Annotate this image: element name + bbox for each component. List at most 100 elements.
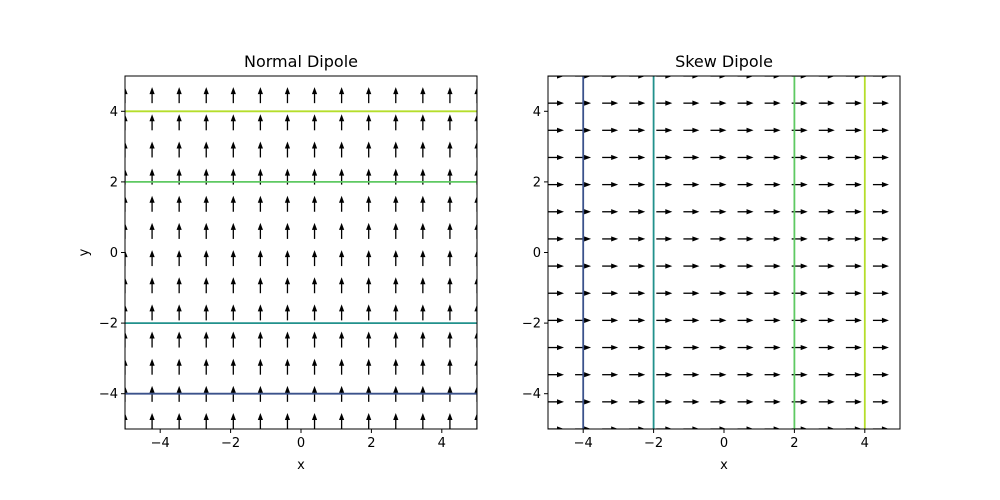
field-arrow	[231, 60, 236, 76]
field-arrow	[420, 250, 426, 267]
field-arrow	[366, 195, 372, 212]
field-arrow	[284, 114, 291, 131]
x-axis: −4 −2 0 2 4	[151, 429, 446, 451]
field-arrow	[683, 182, 700, 188]
field-arrow	[737, 236, 754, 242]
field-arrow	[474, 304, 477, 321]
field-arrow	[203, 87, 209, 104]
field-arrow	[872, 127, 889, 133]
field-arrow	[230, 250, 236, 267]
field-arrow	[257, 141, 263, 158]
field-arrow	[176, 168, 182, 185]
field-arrow	[230, 87, 236, 104]
field-arrow	[125, 277, 128, 294]
field-arrow	[629, 317, 646, 323]
field-arrow	[122, 60, 127, 76]
y-tick-label: 0	[110, 246, 118, 261]
field-arrow	[845, 399, 862, 405]
field-arrow	[366, 222, 372, 239]
field-arrow	[366, 141, 372, 158]
field-arrow	[125, 304, 128, 321]
field-arrow	[311, 304, 318, 321]
field-arrow	[339, 168, 345, 185]
field-arrow	[447, 87, 453, 104]
field-arrow	[393, 331, 399, 348]
field-arrow	[257, 87, 263, 104]
field-arrow	[656, 290, 673, 296]
field-arrow	[900, 101, 916, 106]
field-arrow	[176, 358, 182, 375]
field-arrow	[203, 141, 209, 158]
field-arrow	[447, 277, 453, 294]
field-arrow	[339, 413, 345, 429]
field-arrow	[845, 344, 862, 351]
field-arrow	[447, 413, 453, 429]
field-arrow	[656, 127, 673, 133]
y-tick-label: −2	[99, 317, 118, 332]
field-arrow	[548, 127, 564, 133]
field-arrow	[125, 141, 128, 158]
field-arrow	[737, 209, 754, 215]
field-arrow	[845, 76, 862, 79]
y-axis-label: y	[77, 248, 92, 256]
field-arrow	[447, 358, 453, 375]
field-arrow	[629, 100, 646, 106]
field-arrow	[284, 250, 291, 267]
field-arrow	[845, 182, 862, 188]
field-arrow	[447, 195, 453, 212]
field-arrow	[339, 358, 345, 375]
field-arrow	[548, 236, 564, 242]
x-tick-label: 0	[297, 436, 305, 451]
field-arrow	[284, 195, 291, 212]
field-arrow	[339, 195, 345, 212]
field-arrow	[602, 372, 619, 378]
field-arrow	[818, 317, 835, 323]
field-arrow	[176, 413, 182, 429]
field-arrow	[149, 168, 155, 185]
field-arrow	[203, 250, 209, 267]
field-arrow	[710, 209, 727, 215]
field-arrow	[710, 100, 727, 106]
field-arrow	[872, 290, 889, 296]
field-arrow	[845, 209, 862, 215]
field-arrow	[710, 426, 727, 429]
field-arrow	[845, 127, 862, 133]
field-arrow	[230, 222, 236, 239]
field-arrow	[818, 154, 835, 161]
field-arrow	[257, 304, 263, 321]
field-arrow	[176, 250, 182, 267]
field-arrow	[420, 114, 426, 131]
field-arrow	[656, 209, 673, 215]
field-arrow	[149, 60, 154, 76]
field-arrow	[629, 182, 646, 188]
field-arrow	[176, 114, 182, 131]
field-arrow	[602, 426, 619, 429]
field-arrow	[602, 263, 619, 269]
field-arrow	[420, 413, 426, 429]
field-arrow	[656, 182, 673, 188]
x-tick-label: 4	[438, 436, 446, 451]
field-arrow	[710, 154, 727, 161]
field-arrow	[339, 250, 345, 267]
field-arrow	[284, 87, 291, 104]
field-arrow	[176, 195, 182, 212]
field-arrow	[125, 413, 128, 429]
field-arrow	[393, 277, 399, 294]
field-arrow	[311, 413, 318, 429]
field-arrow	[311, 331, 318, 348]
subplot-skew-dipole: Skew Dipole −4 −2 0 2 4 −4 −2 0 2 4 x	[522, 52, 916, 473]
field-arrow	[602, 127, 619, 133]
field-arrow	[900, 426, 916, 431]
field-arrow	[311, 141, 318, 158]
field-arrow	[602, 209, 619, 215]
field-arrow	[872, 182, 889, 188]
field-arrow	[900, 318, 916, 323]
field-arrow	[656, 76, 673, 79]
field-arrow	[818, 127, 835, 133]
field-arrow	[764, 209, 781, 215]
chart-title: Normal Dipole	[244, 52, 358, 71]
field-arrow	[149, 141, 155, 158]
field-arrow	[149, 195, 155, 212]
field-arrow	[764, 344, 781, 351]
y-tick-label: 0	[533, 246, 541, 261]
